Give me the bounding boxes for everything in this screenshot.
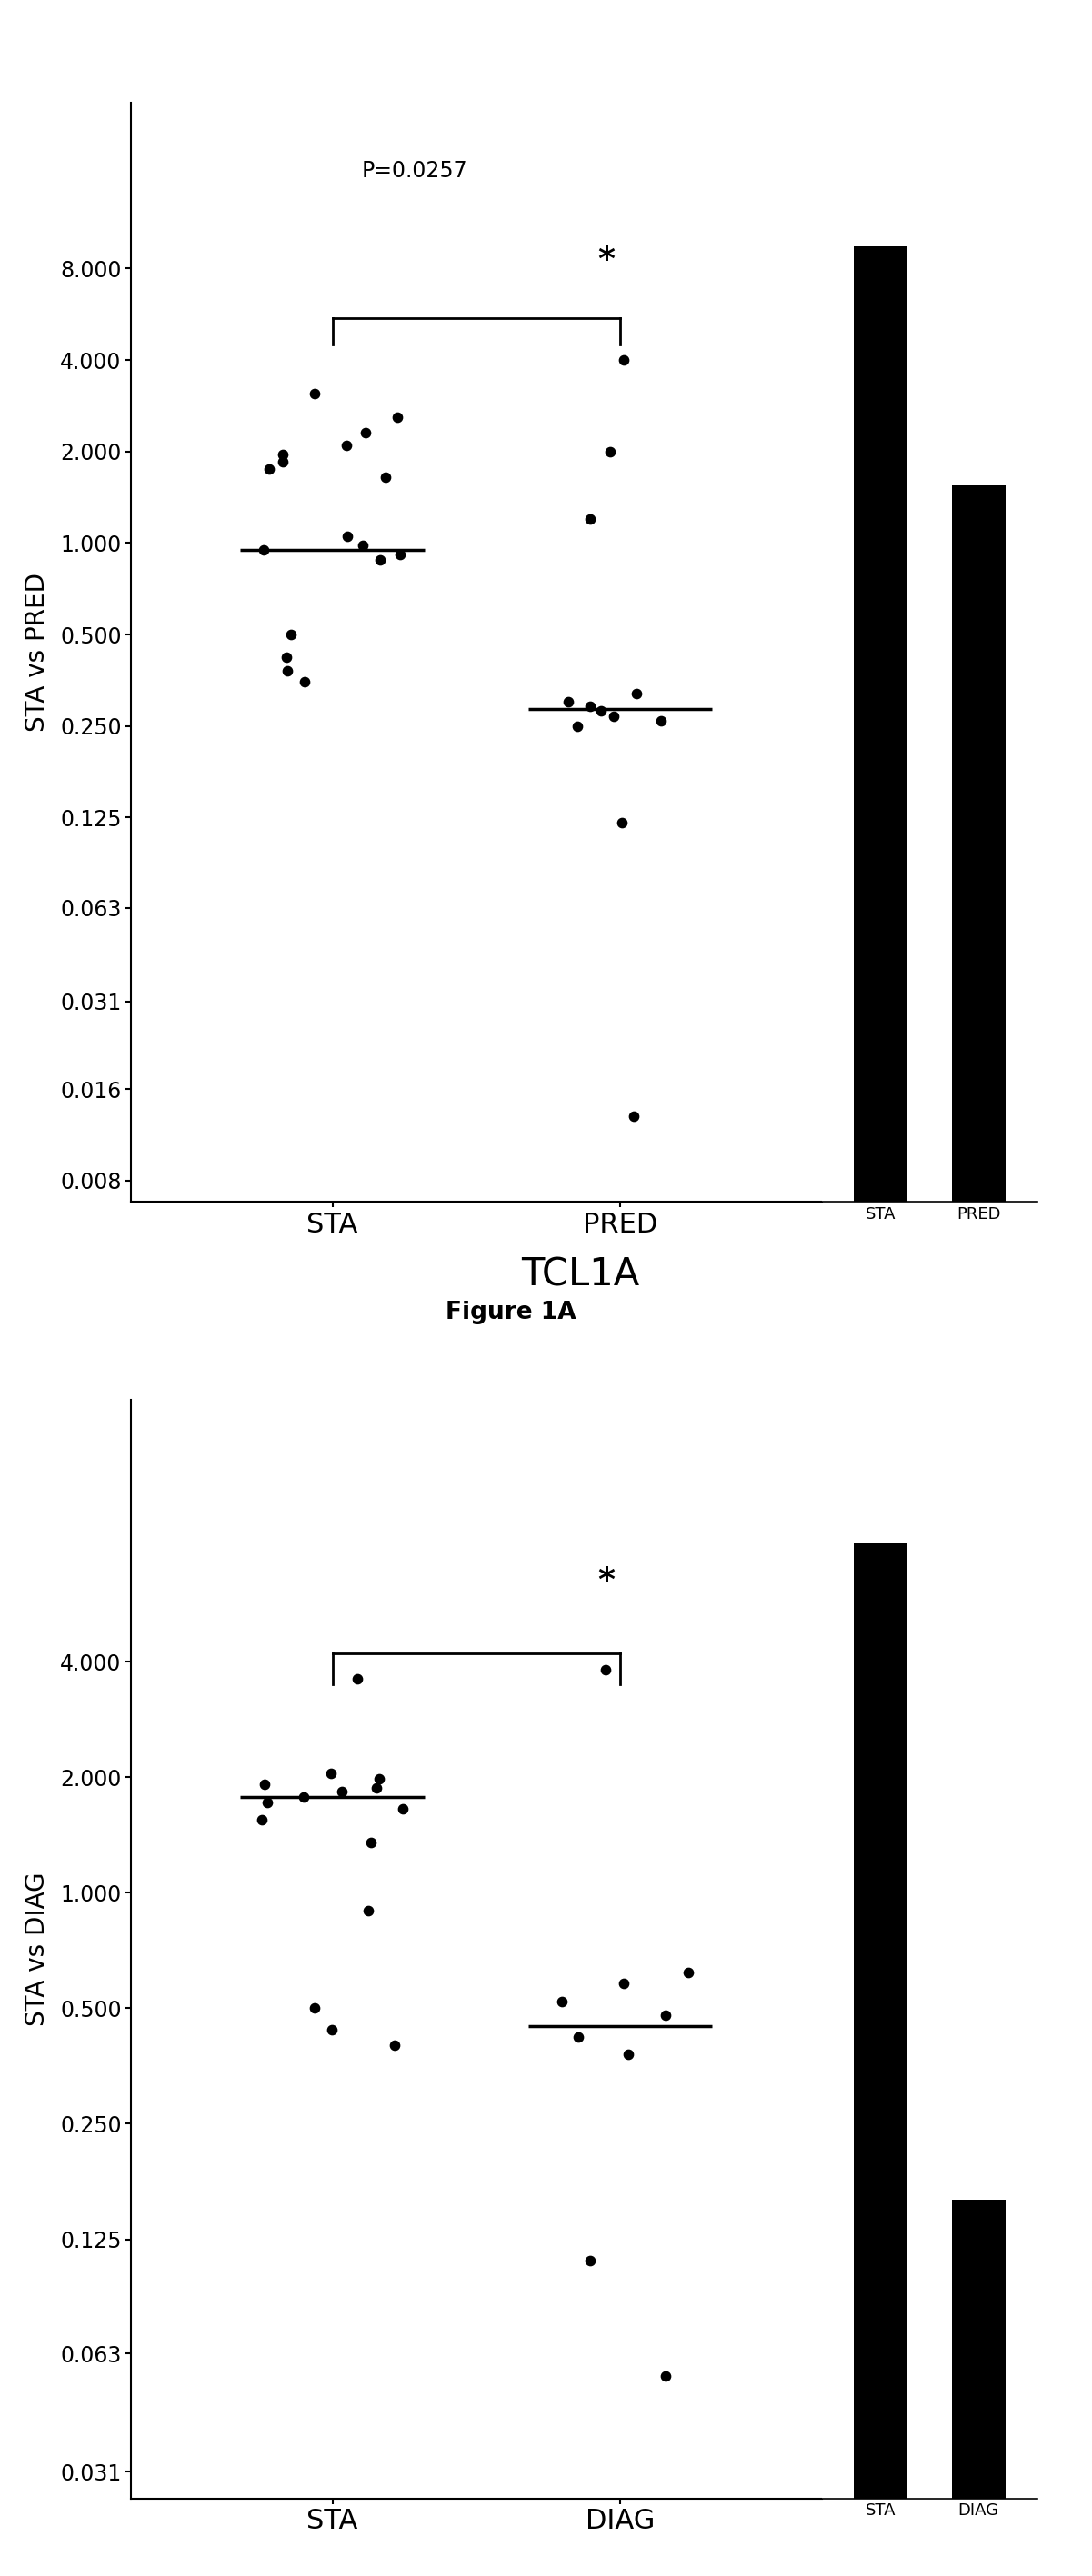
Point <box>592 690 609 732</box>
Point <box>254 528 272 569</box>
Point <box>377 456 394 497</box>
Text: P=0.0257: P=0.0257 <box>361 160 467 183</box>
Bar <box>951 2200 1006 2499</box>
Point <box>259 1783 276 1824</box>
Point <box>582 685 600 726</box>
Point <box>278 636 296 677</box>
Point <box>339 515 356 556</box>
Y-axis label: STA vs DIAG: STA vs DIAG <box>24 1873 50 2027</box>
Point <box>370 1759 388 1801</box>
Point <box>295 1775 312 1816</box>
Point <box>559 683 577 724</box>
Point <box>619 2032 637 2074</box>
Point <box>296 662 313 703</box>
Point <box>582 2241 600 2282</box>
Point <box>323 2009 341 2050</box>
Point <box>260 448 277 489</box>
Text: *: * <box>597 1566 615 1597</box>
Point <box>625 1095 642 1136</box>
Point <box>614 801 631 842</box>
Bar <box>854 1543 907 2499</box>
Point <box>274 440 292 482</box>
Point <box>679 1953 697 1994</box>
Point <box>278 649 296 690</box>
Point <box>605 696 622 737</box>
Point <box>596 1649 614 1690</box>
Point <box>615 1963 632 2004</box>
Point <box>568 706 585 747</box>
Bar <box>951 484 1006 1203</box>
Point <box>354 526 371 567</box>
Point <box>389 397 406 438</box>
Point <box>274 435 292 477</box>
Point <box>385 2025 403 2066</box>
Point <box>628 672 645 714</box>
Point <box>391 533 408 574</box>
Point <box>348 1659 366 1700</box>
Title: TCL1A: TCL1A <box>521 1257 639 1293</box>
Point <box>656 1994 674 2035</box>
Point <box>363 1821 380 1862</box>
Point <box>283 613 300 654</box>
Point <box>657 2354 675 2396</box>
Point <box>322 1752 340 1793</box>
Point <box>357 412 375 453</box>
Point <box>615 340 632 381</box>
Point <box>368 1767 385 1808</box>
Point <box>570 2017 587 2058</box>
Point <box>333 1772 351 1814</box>
Point <box>252 1798 270 1839</box>
Point <box>553 1981 570 2022</box>
Point <box>394 1788 412 1829</box>
Point <box>257 1765 274 1806</box>
Point <box>306 374 323 415</box>
Point <box>653 701 670 742</box>
Point <box>359 1891 377 1932</box>
Point <box>337 425 355 466</box>
Text: Figure 1A: Figure 1A <box>446 1301 577 1324</box>
Bar <box>854 247 907 1203</box>
Point <box>581 497 598 538</box>
Y-axis label: STA vs PRED: STA vs PRED <box>24 572 50 732</box>
Text: *: * <box>597 245 615 276</box>
Point <box>371 538 389 580</box>
Point <box>602 430 619 471</box>
Point <box>306 1989 323 2030</box>
